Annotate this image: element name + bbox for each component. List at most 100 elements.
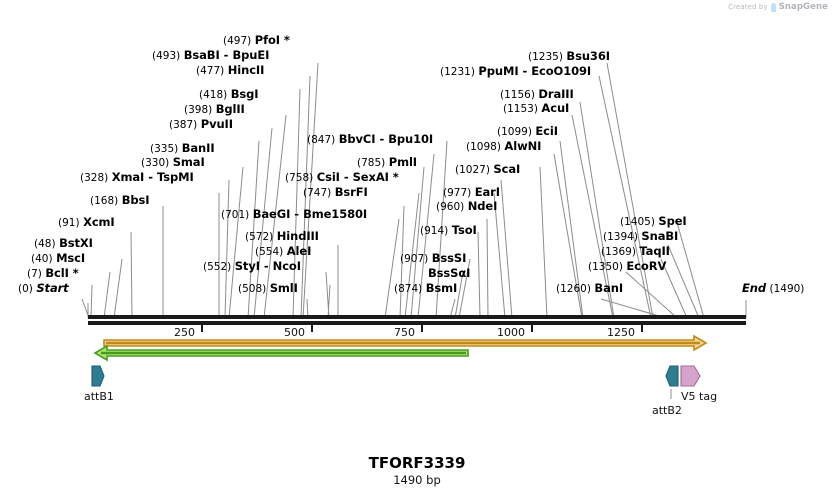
enzyme-label-BaeGI-Bme1580I[interactable]: (701) BaeGI - Bme1580I: [221, 208, 367, 221]
ruler-tick-mark: [531, 324, 533, 332]
ruler-tick-mark: [641, 324, 643, 332]
enzyme-pos: (508): [238, 283, 267, 295]
ruler-tick-label: 500: [284, 326, 305, 339]
enzyme-name: BsaBI: [183, 48, 220, 62]
enzyme-name: BstXI: [59, 236, 93, 250]
enzyme-name: TsoI: [451, 223, 477, 237]
feature-label-attB1: attB1: [84, 390, 114, 403]
enzyme-label-SnaBI[interactable]: (1394) SnaBI: [603, 230, 678, 243]
sequence-start-label: (0) Start: [18, 282, 69, 295]
enzyme-name: DraIII: [538, 87, 574, 101]
enzyme-label-HincII[interactable]: (477) HincII: [196, 64, 264, 77]
enzyme-name: AcuI: [541, 101, 570, 115]
ruler-tick-label: 250: [174, 326, 195, 339]
enzyme-label-TsoI[interactable]: (914) TsoI: [420, 224, 477, 237]
enzyme-label-PmlI[interactable]: (785) PmlI: [357, 156, 417, 169]
enzyme-label-CsiI-SexAI[interactable]: (758) CsiI - SexAI *: [285, 171, 399, 184]
enzyme-name: Bsu36I: [566, 49, 610, 63]
enzyme-name: BssSI: [431, 251, 467, 265]
enzyme-label-MscI[interactable]: (40) MscI: [31, 252, 85, 265]
enzyme-label-StyI-NcoI[interactable]: (552) StyI - NcoI: [203, 260, 301, 273]
enzyme-name: StyI: [234, 259, 260, 273]
construct-title: TFORF3339: [368, 454, 466, 472]
enzyme-pos: (785): [357, 157, 386, 169]
enzyme-label-AleI[interactable]: (554) AleI: [255, 245, 311, 258]
enzyme-label-PfoI[interactable]: (497) PfoI *: [223, 34, 290, 47]
name-separator: -: [144, 170, 158, 184]
enzyme-label-EcoRV[interactable]: (1350) EcoRV: [588, 260, 666, 273]
enzyme-label-Bsu36I[interactable]: (1235) Bsu36I: [528, 50, 610, 63]
enzyme-label-SpeI[interactable]: (1405) SpeI: [620, 215, 687, 228]
enzyme-label-SmlI[interactable]: (508) SmlI: [238, 282, 298, 295]
feature-attB1[interactable]: [91, 365, 105, 387]
enzyme-pos: (960): [436, 201, 465, 213]
feature-attB2[interactable]: [665, 365, 679, 387]
enzyme-pos: (1099): [497, 126, 532, 138]
enzyme-pos: (552): [203, 261, 232, 273]
enzyme-label-PpuMI-EcoO109I[interactable]: (1231) PpuMI - EcoO109I: [440, 65, 591, 78]
enzyme-name: PmlI: [388, 155, 417, 169]
enzyme-pos: (1350): [588, 261, 623, 273]
enzyme-label-BbvCI-Bpu10I[interactable]: (847) BbvCI - Bpu10I: [307, 133, 433, 146]
enzyme-pos: (907): [400, 253, 429, 265]
start-text: Start: [36, 281, 69, 295]
enzyme-pos: (1405): [620, 216, 655, 228]
enzyme-name: BsmI: [425, 281, 458, 295]
ruler-tick-mark: [201, 324, 203, 332]
enzyme-label-BbsI[interactable]: (168) BbsI: [90, 194, 150, 207]
enzyme-name: SnaBI: [641, 229, 679, 243]
enzyme-label-BssSI[interactable]: (907) BssSI: [400, 252, 466, 265]
enzyme-label-DraIII[interactable]: (1156) DraIII: [500, 88, 574, 101]
enzyme-label-BclI[interactable]: (7) BclI *: [27, 267, 79, 280]
enzyme-label-AlwNI[interactable]: (1098) AlwNI: [466, 140, 541, 153]
enzyme-label-BstXI[interactable]: (48) BstXI: [34, 237, 93, 250]
enzyme-label-NdeI[interactable]: (960) NdeI: [436, 200, 497, 213]
enzyme-name: BanII: [181, 141, 215, 155]
enzyme-pos: (91): [58, 217, 80, 229]
feature-V5-tag[interactable]: [680, 365, 701, 387]
name-separator: -: [290, 207, 304, 221]
enzyme-label-XcmI[interactable]: (91) XcmI: [58, 216, 115, 229]
enzyme-pos: (418): [199, 89, 228, 101]
enzyme-label-TaqII[interactable]: (1369) TaqII: [601, 245, 670, 258]
enzyme-pos: (1235): [528, 51, 563, 63]
ruler-tick-mark: [421, 324, 423, 332]
enzyme-label-BanI[interactable]: (1260) BanI: [556, 282, 623, 295]
enzyme-pos: (493): [152, 50, 181, 62]
enzyme-name: EciI: [535, 124, 558, 138]
end-pos: (1490): [769, 283, 805, 295]
enzyme-name: BclI: [45, 266, 69, 280]
enzyme-name: XcmI: [83, 215, 115, 229]
enzyme-pos: (1156): [500, 89, 535, 101]
enzyme-pos: (701): [221, 209, 250, 221]
enzyme-name: MscI: [56, 251, 86, 265]
enzyme-label-BanII[interactable]: (335) BanII: [150, 142, 215, 155]
feature-label-attB2: attB2: [652, 404, 682, 417]
enzyme-name: SmlI: [269, 281, 298, 295]
enzyme-name-2: EcoO109I: [531, 64, 592, 78]
enzyme-label-BglII[interactable]: (398) BglII: [184, 103, 245, 116]
enzyme-label-BssSalphaI[interactable]: BssSαI: [428, 267, 470, 280]
enzyme-label-SmaI[interactable]: (330) SmaI: [141, 156, 205, 169]
watermark-brand: SnapGene: [778, 2, 828, 12]
enzyme-label-XmaI-TspMI[interactable]: (328) XmaI - TspMI: [80, 171, 194, 184]
enzyme-label-BsgI[interactable]: (418) BsgI: [199, 88, 259, 101]
enzyme-label-HindIII[interactable]: (572) HindIII: [245, 230, 319, 243]
feature-green-region[interactable]: [93, 344, 469, 362]
enzyme-pos: (40): [31, 253, 53, 265]
enzyme-label-EarI[interactable]: (977) EarI: [443, 186, 500, 199]
enzyme-label-BsmI[interactable]: (874) BsmI: [394, 282, 457, 295]
enzyme-label-BsrFI[interactable]: (747) BsrFI: [303, 186, 368, 199]
enzyme-name: AleI: [286, 244, 312, 258]
enzyme-label-EciI[interactable]: (1099) EciI: [497, 125, 558, 138]
enzyme-pos: (572): [245, 231, 274, 243]
enzyme-label-PvuII[interactable]: (387) PvuII: [169, 118, 233, 131]
enzyme-label-BsaBI-BpuEI[interactable]: (493) BsaBI - BpuEI: [152, 49, 269, 62]
enzyme-label-AcuI[interactable]: (1153) AcuI: [503, 102, 569, 115]
name-separator: -: [259, 259, 273, 273]
enzyme-name-2: Bpu10I: [388, 132, 434, 146]
enzyme-label-ScaI[interactable]: (1027) ScaI: [455, 163, 520, 176]
enzyme-name: PfoI: [254, 33, 280, 47]
